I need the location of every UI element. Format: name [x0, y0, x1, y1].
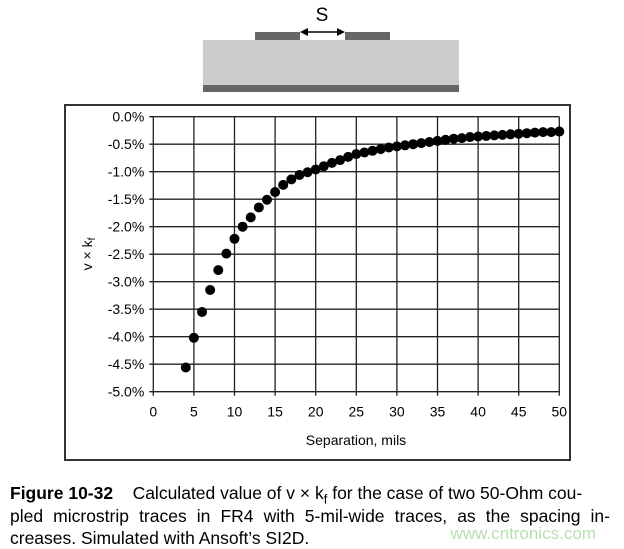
scatter-chart: 0.0% -0.5% -1.0% -1.5% -2.0% -2.5% -3.0% -3.5% -…	[79, 109, 567, 448]
y-tick-label: -0.5%	[108, 136, 145, 152]
y-tick-label: -3.5%	[108, 301, 145, 317]
caption-line-2: pled microstrip traces in FR4 with 5-mil…	[10, 506, 610, 526]
x-tick-label: 20	[308, 404, 324, 420]
watermark: www.cntronics.com	[450, 524, 596, 543]
data-point	[326, 157, 337, 168]
data-point	[538, 127, 549, 138]
data-point	[205, 284, 216, 295]
x-tick-label: 15	[267, 404, 283, 420]
data-point	[481, 130, 492, 141]
data-point	[180, 362, 191, 373]
data-point	[310, 164, 321, 175]
y-tick-label: -4.5%	[108, 356, 145, 372]
y-tick-label: -4.0%	[108, 329, 145, 345]
data-point	[253, 202, 264, 213]
data-point	[278, 179, 289, 190]
data-point	[383, 142, 394, 153]
data-point	[221, 248, 232, 259]
grid	[149, 116, 560, 396]
data-points	[180, 126, 565, 373]
data-point	[456, 133, 467, 144]
y-tick-label: -1.0%	[108, 164, 145, 180]
data-point	[424, 137, 435, 147]
x-tick-label: 10	[227, 404, 243, 420]
data-point	[440, 134, 451, 145]
y-tick-label: -3.0%	[108, 274, 145, 290]
data-point	[489, 130, 500, 141]
y-tick-label: -5.0%	[108, 384, 145, 400]
data-point	[513, 128, 524, 139]
cross-section-diagram: S	[203, 5, 459, 92]
x-tick-label: 40	[470, 404, 486, 420]
data-point	[546, 127, 557, 138]
data-point	[391, 141, 402, 152]
y-tick-label: -2.0%	[108, 219, 145, 235]
data-point	[505, 129, 516, 140]
data-point	[408, 139, 419, 150]
x-tick-label: 0	[149, 404, 157, 420]
data-point	[529, 127, 540, 138]
data-point	[294, 170, 305, 180]
data-point	[245, 212, 256, 223]
data-point	[270, 187, 281, 198]
x-tick-label: 25	[349, 404, 365, 420]
data-point	[335, 155, 346, 166]
data-point	[432, 135, 443, 146]
data-point	[188, 332, 199, 343]
y-tick-label: 0.0%	[112, 109, 144, 125]
x-tick-label: 50	[552, 404, 568, 420]
figure-label: Figure 10-32	[10, 483, 114, 503]
data-point	[302, 167, 313, 178]
data-point	[554, 126, 565, 137]
data-point	[286, 174, 297, 185]
x-tick-label: 30	[389, 404, 405, 420]
data-point	[521, 128, 532, 139]
y-tick-label: -1.5%	[108, 191, 145, 207]
data-point	[197, 306, 208, 317]
x-tick-label: 35	[430, 404, 446, 420]
data-point	[448, 133, 459, 144]
data-point	[213, 265, 224, 276]
x-axis-label: Separation, mils	[306, 432, 406, 448]
data-point	[464, 132, 475, 143]
ground-plane	[203, 85, 459, 92]
caption-line-1: Figure 10-32 Calculated value of v × kf …	[10, 483, 583, 507]
data-point	[229, 233, 240, 244]
y-tick-labels: 0.0% -0.5% -1.0% -1.5% -2.0% -2.5% -3.0% -3.5% -…	[108, 109, 145, 400]
spacing-arrow	[300, 28, 345, 36]
data-point	[237, 221, 248, 232]
trace-left	[255, 32, 300, 40]
substrate	[203, 40, 459, 85]
data-point	[359, 147, 370, 158]
data-point	[261, 194, 272, 205]
data-point	[318, 161, 329, 172]
x-tick-label: 45	[511, 404, 527, 420]
data-point	[497, 129, 508, 140]
y-axis-label: v × kf	[79, 237, 98, 270]
x-tick-label: 5	[190, 404, 198, 420]
data-point	[400, 140, 411, 151]
data-point	[473, 131, 484, 142]
spacing-label: S	[316, 5, 329, 26]
x-tick-labels: 0 5 10 15 20 25 30 35 40 45 50	[149, 404, 567, 420]
data-point	[343, 151, 354, 162]
y-tick-label: -2.5%	[108, 246, 145, 262]
data-point	[416, 138, 427, 149]
data-point	[351, 149, 362, 160]
caption-line-3: creases. Simulated with Ansoft’s SI2D.	[10, 528, 310, 548]
data-point	[367, 145, 378, 156]
trace-right	[345, 32, 390, 40]
data-point	[375, 144, 386, 155]
chart-frame	[64, 104, 571, 461]
